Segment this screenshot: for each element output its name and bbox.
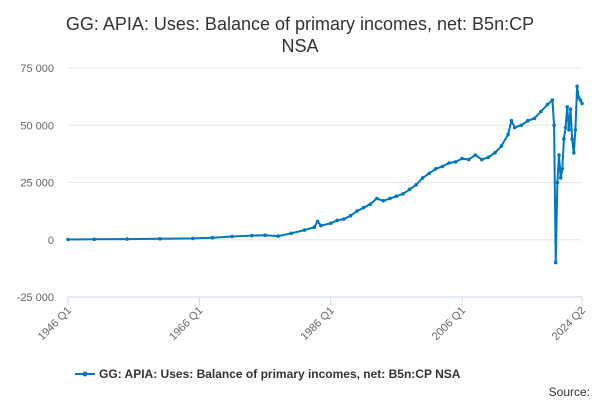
x-tick-label: 2024 Q2 — [550, 305, 588, 343]
data-point[interactable] — [328, 221, 333, 226]
data-point[interactable] — [92, 237, 97, 242]
data-point[interactable] — [394, 194, 399, 198]
data-point[interactable] — [302, 228, 307, 232]
legend-label[interactable]: GG: APIA: Uses: Balance of primary incom… — [99, 367, 461, 381]
data-point[interactable] — [532, 116, 537, 121]
source-label: Source: — [549, 385, 590, 399]
data-point[interactable] — [348, 213, 353, 218]
data-point[interactable] — [545, 102, 550, 107]
data-point[interactable] — [560, 167, 565, 171]
data-point[interactable] — [558, 176, 563, 180]
x-axis-ticks: 1946 Q1 1966 Q1 1986 Q1 2006 Q1 2024 Q2 — [36, 297, 588, 343]
y-tick-label: 50 000 — [20, 120, 54, 132]
data-point[interactable] — [473, 153, 478, 157]
y-tick-label: -25 000 — [17, 292, 54, 304]
data-point[interactable] — [374, 196, 379, 201]
data-point[interactable] — [440, 164, 445, 169]
series-line — [66, 84, 584, 265]
data-point[interactable] — [427, 171, 432, 176]
data-point[interactable] — [361, 205, 366, 210]
data-point[interactable] — [509, 118, 514, 123]
data-point[interactable] — [512, 125, 517, 130]
data-point[interactable] — [578, 98, 583, 102]
data-point[interactable] — [276, 234, 281, 238]
y-tick-label: 0 — [48, 235, 54, 247]
data-point[interactable] — [263, 233, 267, 237]
data-point[interactable] — [563, 125, 568, 130]
data-point[interactable] — [506, 132, 510, 137]
data-point[interactable] — [158, 237, 162, 241]
legend[interactable]: GG: APIA: Uses: Balance of primary incom… — [75, 367, 461, 381]
data-point[interactable] — [539, 109, 543, 114]
data-point[interactable] — [289, 231, 294, 236]
data-point[interactable] — [250, 233, 254, 238]
x-tick-label: 1946 Q1 — [36, 305, 74, 343]
data-point[interactable] — [460, 156, 464, 161]
data-point[interactable] — [499, 144, 504, 148]
legend-swatch-marker — [82, 371, 88, 377]
data-point[interactable] — [355, 209, 359, 213]
data-point[interactable] — [420, 176, 425, 180]
data-point[interactable] — [486, 155, 491, 160]
y-axis-ticks: -25 000 0 25 000 50 000 75 000 — [17, 63, 54, 304]
data-point[interactable] — [368, 202, 373, 207]
data-point[interactable] — [342, 217, 346, 221]
x-tick-label: 1966 Q1 — [167, 305, 205, 343]
data-point[interactable] — [568, 107, 573, 111]
chart-title-line-2: NSA — [281, 36, 318, 56]
data-point[interactable] — [555, 180, 560, 185]
data-point[interactable] — [319, 223, 323, 228]
gridlines — [68, 67, 582, 298]
data-point[interactable] — [480, 157, 484, 162]
y-tick-label: 25 000 — [20, 178, 54, 190]
data-point[interactable] — [388, 196, 392, 201]
y-tick-label: 75 000 — [20, 63, 54, 75]
data-point[interactable] — [550, 98, 555, 102]
data-point[interactable] — [401, 192, 405, 196]
data-point[interactable] — [553, 260, 558, 265]
data-point[interactable] — [210, 235, 215, 240]
data-point[interactable] — [519, 123, 523, 128]
data-point[interactable] — [526, 118, 530, 123]
data-point[interactable] — [125, 237, 129, 241]
data-point[interactable] — [434, 167, 438, 171]
data-point[interactable] — [453, 160, 458, 164]
data-point[interactable] — [335, 218, 340, 223]
data-point[interactable] — [66, 237, 70, 242]
data-point[interactable] — [557, 153, 561, 157]
data-point[interactable] — [575, 84, 579, 89]
data-point[interactable] — [573, 128, 578, 132]
data-point[interactable] — [191, 236, 195, 241]
data-point[interactable] — [493, 150, 497, 155]
data-point[interactable] — [312, 225, 317, 229]
data-point[interactable] — [466, 157, 471, 162]
chart-title: GG: APIA: Uses: Balance of primary incom… — [66, 14, 534, 56]
chart-title-line-1: GG: APIA: Uses: Balance of primary incom… — [66, 14, 534, 34]
data-point[interactable] — [407, 187, 412, 192]
data-point[interactable] — [580, 101, 584, 106]
data-point[interactable] — [230, 234, 234, 239]
data-point[interactable] — [565, 105, 569, 109]
x-tick-label: 2006 Q1 — [430, 305, 468, 343]
data-point[interactable] — [447, 161, 451, 165]
series-path[interactable] — [67, 85, 583, 264]
data-point[interactable] — [381, 199, 386, 203]
data-point[interactable] — [414, 183, 418, 187]
data-point[interactable] — [567, 128, 571, 132]
data-point[interactable] — [562, 137, 566, 141]
data-point[interactable] — [572, 150, 576, 155]
data-point[interactable] — [552, 123, 556, 128]
data-point[interactable] — [315, 219, 320, 224]
data-point[interactable] — [570, 137, 574, 141]
x-tick-label: 1986 Q1 — [299, 305, 337, 343]
